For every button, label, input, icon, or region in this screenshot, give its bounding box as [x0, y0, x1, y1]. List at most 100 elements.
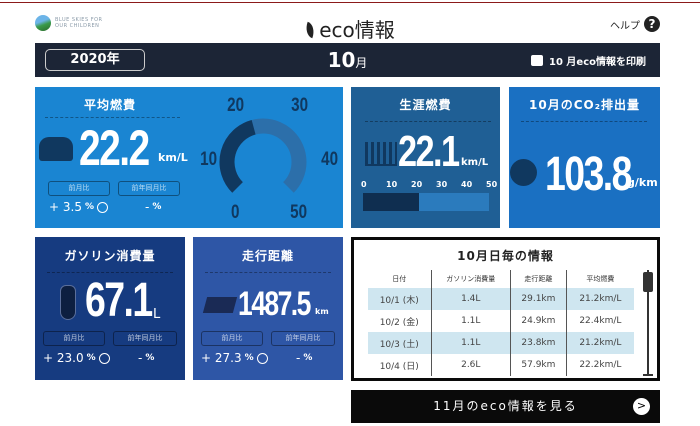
scale-tick: 40 [461, 180, 473, 189]
prev-month-value: + 3.5% [49, 200, 108, 214]
table-cell: 1.1L [430, 332, 511, 354]
distance-card: 走行距離 1487.5 km 前月比 前年同月比 + 27.3% -% [193, 237, 343, 380]
year-selector[interactable]: 2020年 [45, 49, 145, 71]
lifetime-fuel-card: 生涯燃費 22.1 km/L 0 10 20 30 40 50 [351, 87, 500, 228]
pct: % [152, 202, 162, 212]
globe-leaf-icon [510, 159, 537, 186]
month-number: 10 [327, 48, 356, 72]
avg-unit: km/L [158, 151, 188, 164]
value: + 23.0 [43, 351, 84, 365]
fuel-unit: L [153, 307, 161, 322]
prev-year-button[interactable]: 前年同月比 [113, 331, 177, 346]
globe-logo-icon [35, 15, 51, 31]
table-cell: 29.1km [510, 288, 567, 310]
co2-unit: g/km [627, 176, 658, 189]
fuel-tank-icon [60, 285, 76, 320]
scrollbar[interactable] [643, 270, 653, 376]
gauge-label: 40 [321, 149, 339, 170]
divider [47, 272, 173, 273]
table-cell: 24.9km [510, 310, 567, 332]
col-header: 平均燃費 [565, 270, 634, 288]
scale-tick: 20 [411, 180, 423, 189]
prev-month-value: + 23.0% [43, 351, 110, 365]
value: + 27.3 [201, 351, 242, 365]
pct: % [86, 353, 96, 363]
scale-tick: 10 [386, 180, 398, 189]
print-label: 10 月eco情報を印刷 [549, 57, 646, 68]
lifetime-bar-fill [363, 193, 419, 211]
card-title: ガソリン消費量 [64, 249, 156, 263]
col-header: 日付 [392, 275, 407, 283]
col-header: 走行距離 [510, 270, 567, 288]
pct: % [145, 353, 155, 363]
fuel-consumption-card: ガソリン消費量 67.1 L 前月比 前年同月比 + 23.0% -% [35, 237, 185, 380]
co2-card: 10月のCO₂排出量 103.8 g/km [509, 87, 660, 228]
gauge-label: 0 [231, 202, 240, 223]
month-suffix: 月 [355, 56, 368, 70]
co2-value: 103.8 [545, 148, 632, 201]
value: - [145, 200, 150, 214]
table-cell: 10/4 (日) [379, 361, 419, 372]
table-header: 日付 ガソリン消費量 走行距離 平均燃費 [368, 270, 634, 288]
prev-month-value: + 27.3% [201, 351, 268, 365]
panel-title: 10月日毎の情報 [457, 249, 554, 263]
card-title: 生涯燃費 [399, 98, 452, 112]
fuel-value: 67.1 [85, 274, 153, 327]
car-icon [39, 137, 73, 161]
table-cell: 10/3 (土) [368, 332, 431, 354]
avg-value: 22.2 [79, 120, 150, 176]
distance-value: 1487.5 [238, 285, 311, 323]
current-month: 10月 [35, 48, 660, 72]
scrollbar-thumb[interactable] [643, 272, 653, 292]
pct: % [84, 202, 94, 212]
prev-month-button[interactable]: 前月比 [43, 331, 105, 346]
top-border [0, 0, 700, 3]
divider [45, 117, 180, 118]
lifetime-value: 22.1 [398, 127, 460, 176]
pct: % [303, 353, 313, 363]
leaf-icon [303, 21, 318, 39]
table-cell: 10/2 (金) [379, 317, 419, 328]
scrollbar-track [647, 270, 649, 376]
prev-year-button[interactable]: 前年同月比 [118, 181, 180, 196]
card-title: 平均燃費 [83, 98, 136, 112]
divider [521, 121, 647, 122]
prev-month-button[interactable]: 前月比 [48, 181, 110, 196]
help-label: ヘルプ [610, 20, 640, 32]
table-cell: 21.2km/L [565, 332, 634, 354]
scale-tick: 0 [361, 180, 367, 189]
card-title: 10月のCO₂排出量 [529, 98, 640, 112]
trend-up-icon [256, 352, 268, 364]
table-cell: 21.2km/L [565, 288, 634, 310]
next-month-button[interactable]: 11月のeco情報を見る > [351, 390, 660, 423]
gauge-fill [219, 120, 256, 193]
prev-year-value: -% [138, 351, 154, 365]
divider [205, 272, 331, 273]
trend-up-icon [98, 352, 110, 364]
table-cell: 22.2km/L [565, 354, 634, 376]
logo-text: BLUE SKIES FOR OUR CHILDREN [55, 17, 103, 29]
help-icon: ? [644, 16, 660, 32]
help-button[interactable]: ヘルプ? [610, 16, 660, 32]
gauge-label: 20 [227, 95, 245, 116]
prev-year-button[interactable]: 前年同月比 [271, 331, 335, 346]
pct: % [244, 353, 254, 363]
divider [365, 121, 491, 122]
prev-month-button[interactable]: 前月比 [201, 331, 263, 346]
prev-year-value: -% [145, 200, 161, 214]
table-row: 10/3 (土) 1.1L 23.8km 21.2km/L [368, 332, 634, 354]
table-cell: 1.1L [430, 310, 511, 332]
fuel-gauge [219, 118, 307, 193]
gauge-label: 10 [200, 149, 218, 170]
value: - [296, 351, 301, 365]
page-title: eco情報 [0, 14, 700, 43]
gauge-label: 50 [290, 202, 308, 223]
distance-unit: km [315, 307, 329, 316]
value: - [138, 351, 143, 365]
col-header: ガソリン消費量 [430, 270, 511, 288]
table-cell: 1.4L [430, 288, 511, 310]
print-button[interactable]: 10 月eco情報を印刷 [531, 53, 646, 68]
printer-icon [531, 55, 544, 66]
daily-table: 日付 ガソリン消費量 走行距離 平均燃費 10/1 (木) 1.4L 29.1km 2… [368, 270, 634, 376]
logo[interactable]: BLUE SKIES FOR OUR CHILDREN [35, 15, 103, 31]
